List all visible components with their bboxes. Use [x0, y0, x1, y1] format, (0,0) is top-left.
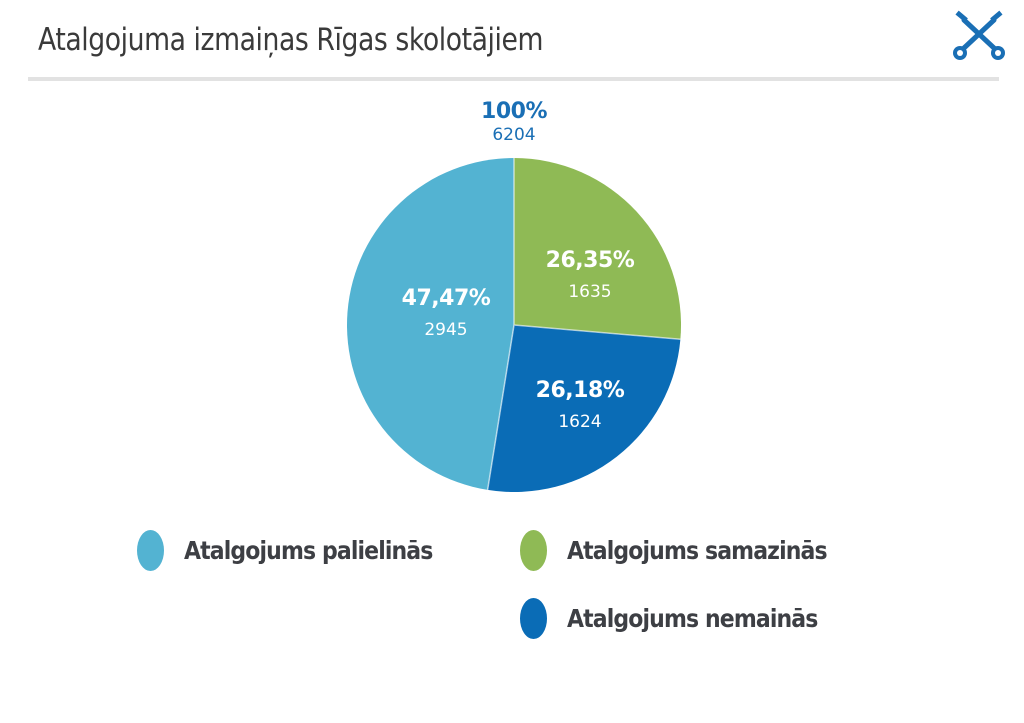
- slice-count: 2945: [424, 320, 468, 340]
- total-label: 100% 6204: [444, 100, 584, 146]
- legend-item-unchanged: Atalgojums nemainās: [520, 598, 852, 639]
- legend-item-increase: Atalgojums palielinās: [137, 530, 466, 571]
- legend-swatch-icon: [137, 530, 164, 571]
- total-percent: 100%: [481, 99, 547, 124]
- legend-label: Atalgojums palielinās: [184, 536, 433, 565]
- chart-title: Atalgojuma izmaiņas Rīgas skolotājiem: [38, 22, 544, 58]
- slice-percent: 26,18%: [535, 378, 625, 403]
- legend-label: Atalgojums nemainās: [567, 604, 818, 633]
- title-divider: [28, 77, 999, 81]
- total-count: 6204: [492, 125, 536, 145]
- slice-percent: 47,47%: [401, 286, 491, 311]
- slice-count: 1635: [568, 282, 612, 302]
- slice-count: 1624: [558, 412, 602, 432]
- slice-label-unchanged: 26,18% 1624: [500, 378, 660, 434]
- slice-percent: 26,35%: [545, 248, 635, 273]
- legend-item-decrease: Atalgojums samazinās: [520, 530, 862, 571]
- slice-label-increase: 47,47% 2945: [366, 286, 526, 342]
- legend-swatch-icon: [520, 598, 547, 639]
- slice-label-decrease: 26,35% 1635: [510, 248, 670, 304]
- crossed-keys-icon: [953, 10, 1005, 60]
- legend-swatch-icon: [520, 530, 547, 571]
- legend-label: Atalgojums samazinās: [567, 536, 828, 565]
